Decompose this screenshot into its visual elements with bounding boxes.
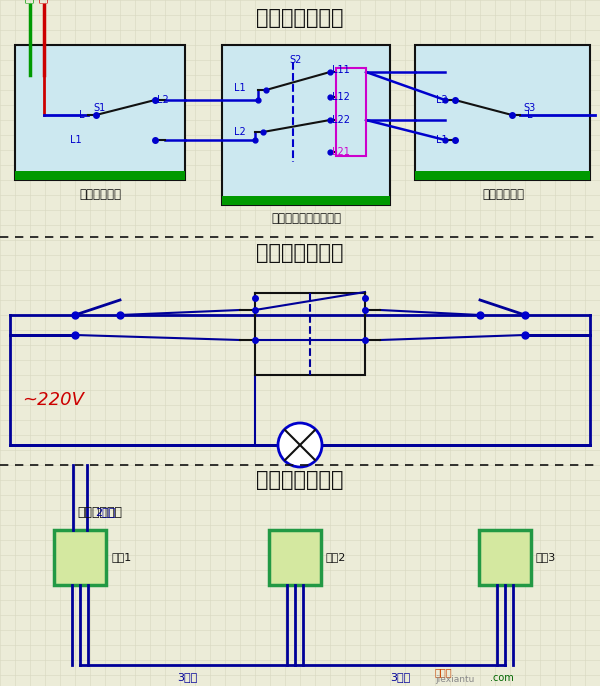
Text: L: L [79, 110, 84, 120]
Text: S1: S1 [93, 103, 105, 113]
Text: ~220V: ~220V [22, 391, 84, 409]
Text: 单开双控开关: 单开双控开关 [77, 506, 122, 519]
Text: L: L [527, 110, 533, 120]
Text: L1: L1 [235, 83, 246, 93]
Text: 单开双控开关: 单开双控开关 [79, 189, 121, 202]
Bar [415, 171, 590, 180]
Text: 2根线: 2根线 [95, 507, 115, 517]
Text: L1: L1 [70, 135, 82, 145]
Bar [269, 530, 321, 585]
Bar [479, 530, 531, 585]
Bar [54, 530, 106, 585]
Text: L22: L22 [332, 115, 350, 125]
Text: 单开双控开关: 单开双控开关 [482, 189, 524, 202]
Bar [222, 196, 390, 205]
Text: 相线: 相线 [25, 0, 35, 3]
Text: 三控开关原理图: 三控开关原理图 [256, 243, 344, 263]
Bar [222, 45, 390, 205]
Text: L2: L2 [157, 95, 169, 105]
Text: 火线: 火线 [40, 0, 49, 3]
Text: 开关2: 开关2 [326, 552, 346, 562]
Bar [15, 171, 185, 180]
Text: S3: S3 [523, 103, 535, 113]
Circle shape [278, 423, 322, 467]
Text: L2: L2 [436, 95, 448, 105]
Bar [15, 45, 185, 180]
Bar [415, 45, 590, 180]
Text: L1: L1 [436, 135, 448, 145]
Text: 三控开关布线图: 三控开关布线图 [256, 470, 344, 490]
Text: 开关3: 开关3 [536, 552, 556, 562]
Text: .com: .com [490, 673, 514, 683]
Bar [255, 293, 365, 375]
Text: jiexiantu: jiexiantu [435, 676, 475, 685]
Text: L21: L21 [332, 147, 350, 157]
Text: 三控开关接线图: 三控开关接线图 [256, 8, 344, 28]
Text: L12: L12 [332, 92, 350, 102]
Text: 开关1: 开关1 [111, 552, 131, 562]
Bar [336, 68, 366, 156]
Text: 中途开关（三控开关）: 中途开关（三控开关） [271, 211, 341, 224]
Text: L11: L11 [332, 65, 350, 75]
Text: S2: S2 [289, 55, 301, 65]
Text: 3根线: 3根线 [177, 672, 197, 682]
Text: L2: L2 [234, 127, 246, 137]
Text: 3根线: 3根线 [390, 672, 410, 682]
Text: 接线图: 接线图 [435, 667, 452, 677]
